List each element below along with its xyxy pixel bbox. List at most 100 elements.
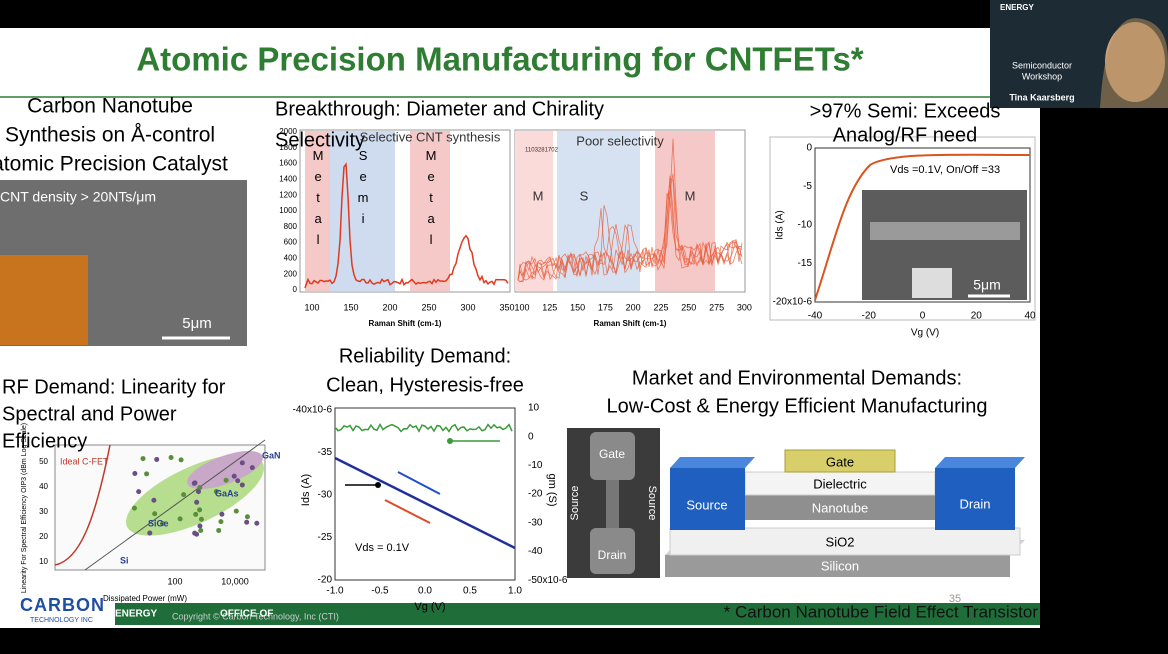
gm-curve bbox=[335, 422, 513, 433]
footer-logo-box bbox=[0, 590, 115, 628]
data-point bbox=[168, 454, 174, 460]
sem-layer bbox=[912, 268, 952, 298]
data-point bbox=[219, 511, 225, 517]
x-tick-label: -1.0 bbox=[326, 586, 344, 597]
x-tick-label: -20 bbox=[862, 311, 877, 322]
x-tick-label: -0.5 bbox=[371, 586, 389, 597]
footer-bar bbox=[100, 603, 1040, 625]
x-tick-label: 10,000 bbox=[221, 576, 249, 586]
video-logo: ENERGY bbox=[1000, 3, 1034, 12]
y-tick-label: -25 bbox=[318, 532, 333, 543]
x-tick-label: -40 bbox=[808, 311, 823, 322]
source-block bbox=[670, 468, 745, 530]
y-tick-label: 2000 bbox=[279, 127, 297, 136]
data-point bbox=[233, 508, 239, 514]
device-pad bbox=[590, 528, 635, 574]
device-channel bbox=[606, 480, 619, 528]
series-label: Ideal C-FET bbox=[60, 456, 109, 466]
y-tick-label: 400 bbox=[284, 254, 298, 263]
spectrum bbox=[517, 138, 743, 283]
x-axis-label: Dissipated Power (mW) bbox=[103, 594, 187, 603]
video-event: Workshop bbox=[1022, 71, 1062, 81]
data-point bbox=[223, 477, 229, 483]
nanotube-layer bbox=[745, 495, 935, 520]
data-point bbox=[194, 499, 200, 505]
y-tick-label: 200 bbox=[284, 269, 298, 278]
section-heading: Clean, Hysteresis-free bbox=[326, 374, 524, 396]
data-point bbox=[254, 520, 260, 526]
y2-tick-label: -40 bbox=[528, 546, 543, 557]
sweep-arrow bbox=[384, 499, 431, 524]
y-tick-label: 600 bbox=[284, 238, 298, 247]
x-axis-label: Vg (V) bbox=[414, 601, 445, 613]
footer-office: OFFICE OF bbox=[220, 609, 273, 620]
data-point bbox=[197, 523, 203, 529]
x-tick-label: 150 bbox=[343, 302, 358, 312]
data-point bbox=[160, 520, 166, 526]
layer-label: Nanotube bbox=[812, 500, 868, 515]
x-tick-label: 0.0 bbox=[418, 586, 432, 597]
section-heading: Market and Environmental Demands: bbox=[632, 367, 962, 389]
region-label: M bbox=[685, 188, 696, 203]
section-heading: Carbon Nanotube bbox=[27, 95, 193, 118]
section-heading: Reliability Demand: bbox=[339, 345, 511, 367]
y-tick-label: 50 bbox=[39, 457, 48, 466]
region-metal bbox=[410, 131, 450, 291]
ids-curve bbox=[334, 456, 516, 550]
y-tick-label: -15 bbox=[798, 258, 813, 269]
device-label: Gate bbox=[599, 447, 625, 461]
x-tick-label: 250 bbox=[681, 302, 696, 312]
trend-line bbox=[84, 439, 266, 571]
y2-tick-label: 0 bbox=[528, 431, 534, 442]
y2-tick-label: -20 bbox=[528, 489, 543, 500]
y-tick-label: 1200 bbox=[279, 190, 297, 199]
x-tick-label: 20 bbox=[971, 311, 983, 322]
y-tick-label: 1600 bbox=[279, 159, 297, 168]
section-heading: Low-Cost & Energy Efficient Manufacturin… bbox=[607, 395, 988, 417]
x-tick-label: 40 bbox=[1024, 311, 1036, 322]
layer-label: Drain bbox=[959, 496, 990, 511]
y-tick-label: 30 bbox=[39, 507, 48, 516]
axis-marker bbox=[447, 438, 453, 444]
y-tick-label: -20 bbox=[318, 575, 333, 586]
footer-logo: CARBON bbox=[20, 595, 105, 615]
slide-title: Atomic Precision Manufacturing for CNTFE… bbox=[136, 41, 863, 78]
y2-axis-label: gm (S) bbox=[546, 474, 558, 507]
ideal-curve bbox=[54, 444, 111, 566]
data-point bbox=[249, 465, 255, 471]
region-label: Metal bbox=[311, 148, 326, 253]
footnote: * Carbon Nanotube Field Effect Transisto… bbox=[724, 602, 1039, 621]
data-point bbox=[152, 511, 158, 517]
data-point bbox=[181, 492, 187, 498]
data-point bbox=[136, 489, 142, 495]
data-point bbox=[216, 527, 222, 533]
region-label: Metal bbox=[424, 148, 439, 253]
data-point bbox=[132, 471, 138, 477]
layer-label: Dielectric bbox=[813, 476, 867, 491]
data-point bbox=[147, 530, 153, 536]
chart-title: Selective CNT synthesis bbox=[360, 129, 501, 144]
series-label: SiGe bbox=[148, 518, 169, 528]
drain-top bbox=[935, 457, 1025, 468]
data-point bbox=[231, 473, 237, 479]
section-heading: RF Demand: Linearity for bbox=[2, 376, 226, 398]
footer-energy: ENERGY bbox=[115, 609, 158, 620]
y-tick-label: 1400 bbox=[279, 175, 297, 184]
y2-tick-label: 10 bbox=[528, 403, 540, 414]
data-point bbox=[191, 480, 197, 486]
data-point bbox=[178, 457, 184, 463]
video-event: Semiconductor bbox=[1012, 60, 1072, 70]
section-heading: atomic Precision Catalyst bbox=[0, 153, 228, 176]
sem-inset bbox=[0, 255, 88, 345]
data-point bbox=[177, 516, 183, 522]
data-point bbox=[197, 507, 203, 513]
section-heading: Synthesis on Å-control bbox=[5, 124, 215, 147]
y-tick-label: 40 bbox=[39, 482, 48, 491]
video-speaker: Tina Kaarsberg bbox=[1009, 92, 1074, 102]
footer-logo-sub: TECHNOLOGY INC bbox=[30, 617, 93, 624]
data-point bbox=[154, 456, 160, 462]
axis-marker bbox=[375, 482, 381, 488]
data-point bbox=[218, 519, 224, 525]
scale-label: 5μm bbox=[973, 277, 1001, 293]
